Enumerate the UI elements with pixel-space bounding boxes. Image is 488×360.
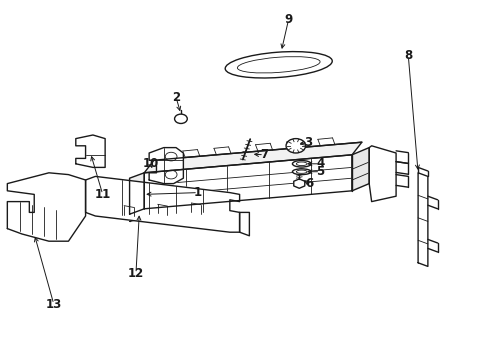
Text: 6: 6 bbox=[305, 177, 313, 190]
Polygon shape bbox=[368, 146, 395, 202]
Text: 5: 5 bbox=[316, 165, 324, 178]
Text: 13: 13 bbox=[45, 298, 62, 311]
Text: 4: 4 bbox=[316, 157, 324, 170]
Ellipse shape bbox=[292, 169, 310, 175]
Text: 9: 9 bbox=[284, 13, 292, 26]
Polygon shape bbox=[144, 155, 351, 209]
Circle shape bbox=[285, 139, 305, 153]
Polygon shape bbox=[417, 173, 427, 266]
Text: 3: 3 bbox=[304, 136, 311, 149]
Polygon shape bbox=[351, 148, 368, 191]
Polygon shape bbox=[239, 212, 249, 236]
Text: 10: 10 bbox=[142, 157, 159, 170]
Ellipse shape bbox=[292, 161, 310, 167]
Polygon shape bbox=[85, 176, 239, 232]
Polygon shape bbox=[7, 173, 85, 241]
Polygon shape bbox=[76, 135, 105, 167]
Polygon shape bbox=[129, 173, 144, 214]
Polygon shape bbox=[149, 148, 183, 184]
Text: 1: 1 bbox=[194, 186, 202, 199]
Text: 2: 2 bbox=[172, 91, 180, 104]
Circle shape bbox=[174, 114, 187, 123]
Polygon shape bbox=[144, 142, 361, 173]
Polygon shape bbox=[293, 179, 304, 188]
Ellipse shape bbox=[225, 51, 331, 78]
Text: 7: 7 bbox=[260, 148, 267, 161]
Text: 8: 8 bbox=[404, 49, 411, 62]
Text: 12: 12 bbox=[127, 267, 144, 280]
Text: 11: 11 bbox=[94, 188, 111, 201]
